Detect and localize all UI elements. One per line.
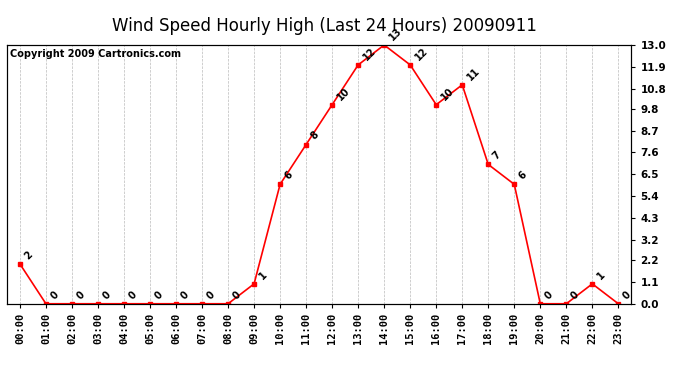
Text: 0: 0 bbox=[152, 289, 165, 301]
Text: 6: 6 bbox=[283, 170, 295, 182]
Text: 8: 8 bbox=[309, 130, 321, 142]
Text: 10: 10 bbox=[439, 86, 455, 102]
Text: 0: 0 bbox=[621, 289, 633, 301]
Text: 12: 12 bbox=[361, 45, 377, 62]
Text: 2: 2 bbox=[23, 249, 34, 261]
Text: Copyright 2009 Cartronics.com: Copyright 2009 Cartronics.com bbox=[10, 49, 181, 59]
Text: 12: 12 bbox=[413, 45, 430, 62]
Text: 11: 11 bbox=[465, 65, 482, 82]
Text: 0: 0 bbox=[101, 289, 112, 301]
Text: 0: 0 bbox=[49, 289, 61, 301]
Text: 0: 0 bbox=[231, 289, 243, 301]
Text: 0: 0 bbox=[543, 289, 555, 301]
Text: Wind Speed Hourly High (Last 24 Hours) 20090911: Wind Speed Hourly High (Last 24 Hours) 2… bbox=[112, 17, 537, 35]
Text: 7: 7 bbox=[491, 150, 503, 162]
Text: 0: 0 bbox=[127, 289, 139, 301]
Text: 10: 10 bbox=[335, 86, 351, 102]
Text: 13: 13 bbox=[387, 26, 404, 42]
Text: 1: 1 bbox=[257, 269, 268, 281]
Text: 0: 0 bbox=[569, 289, 581, 301]
Text: 6: 6 bbox=[517, 170, 529, 182]
Text: 1: 1 bbox=[595, 269, 607, 281]
Text: 0: 0 bbox=[205, 289, 217, 301]
Text: 0: 0 bbox=[75, 289, 86, 301]
Text: 0: 0 bbox=[179, 289, 190, 301]
